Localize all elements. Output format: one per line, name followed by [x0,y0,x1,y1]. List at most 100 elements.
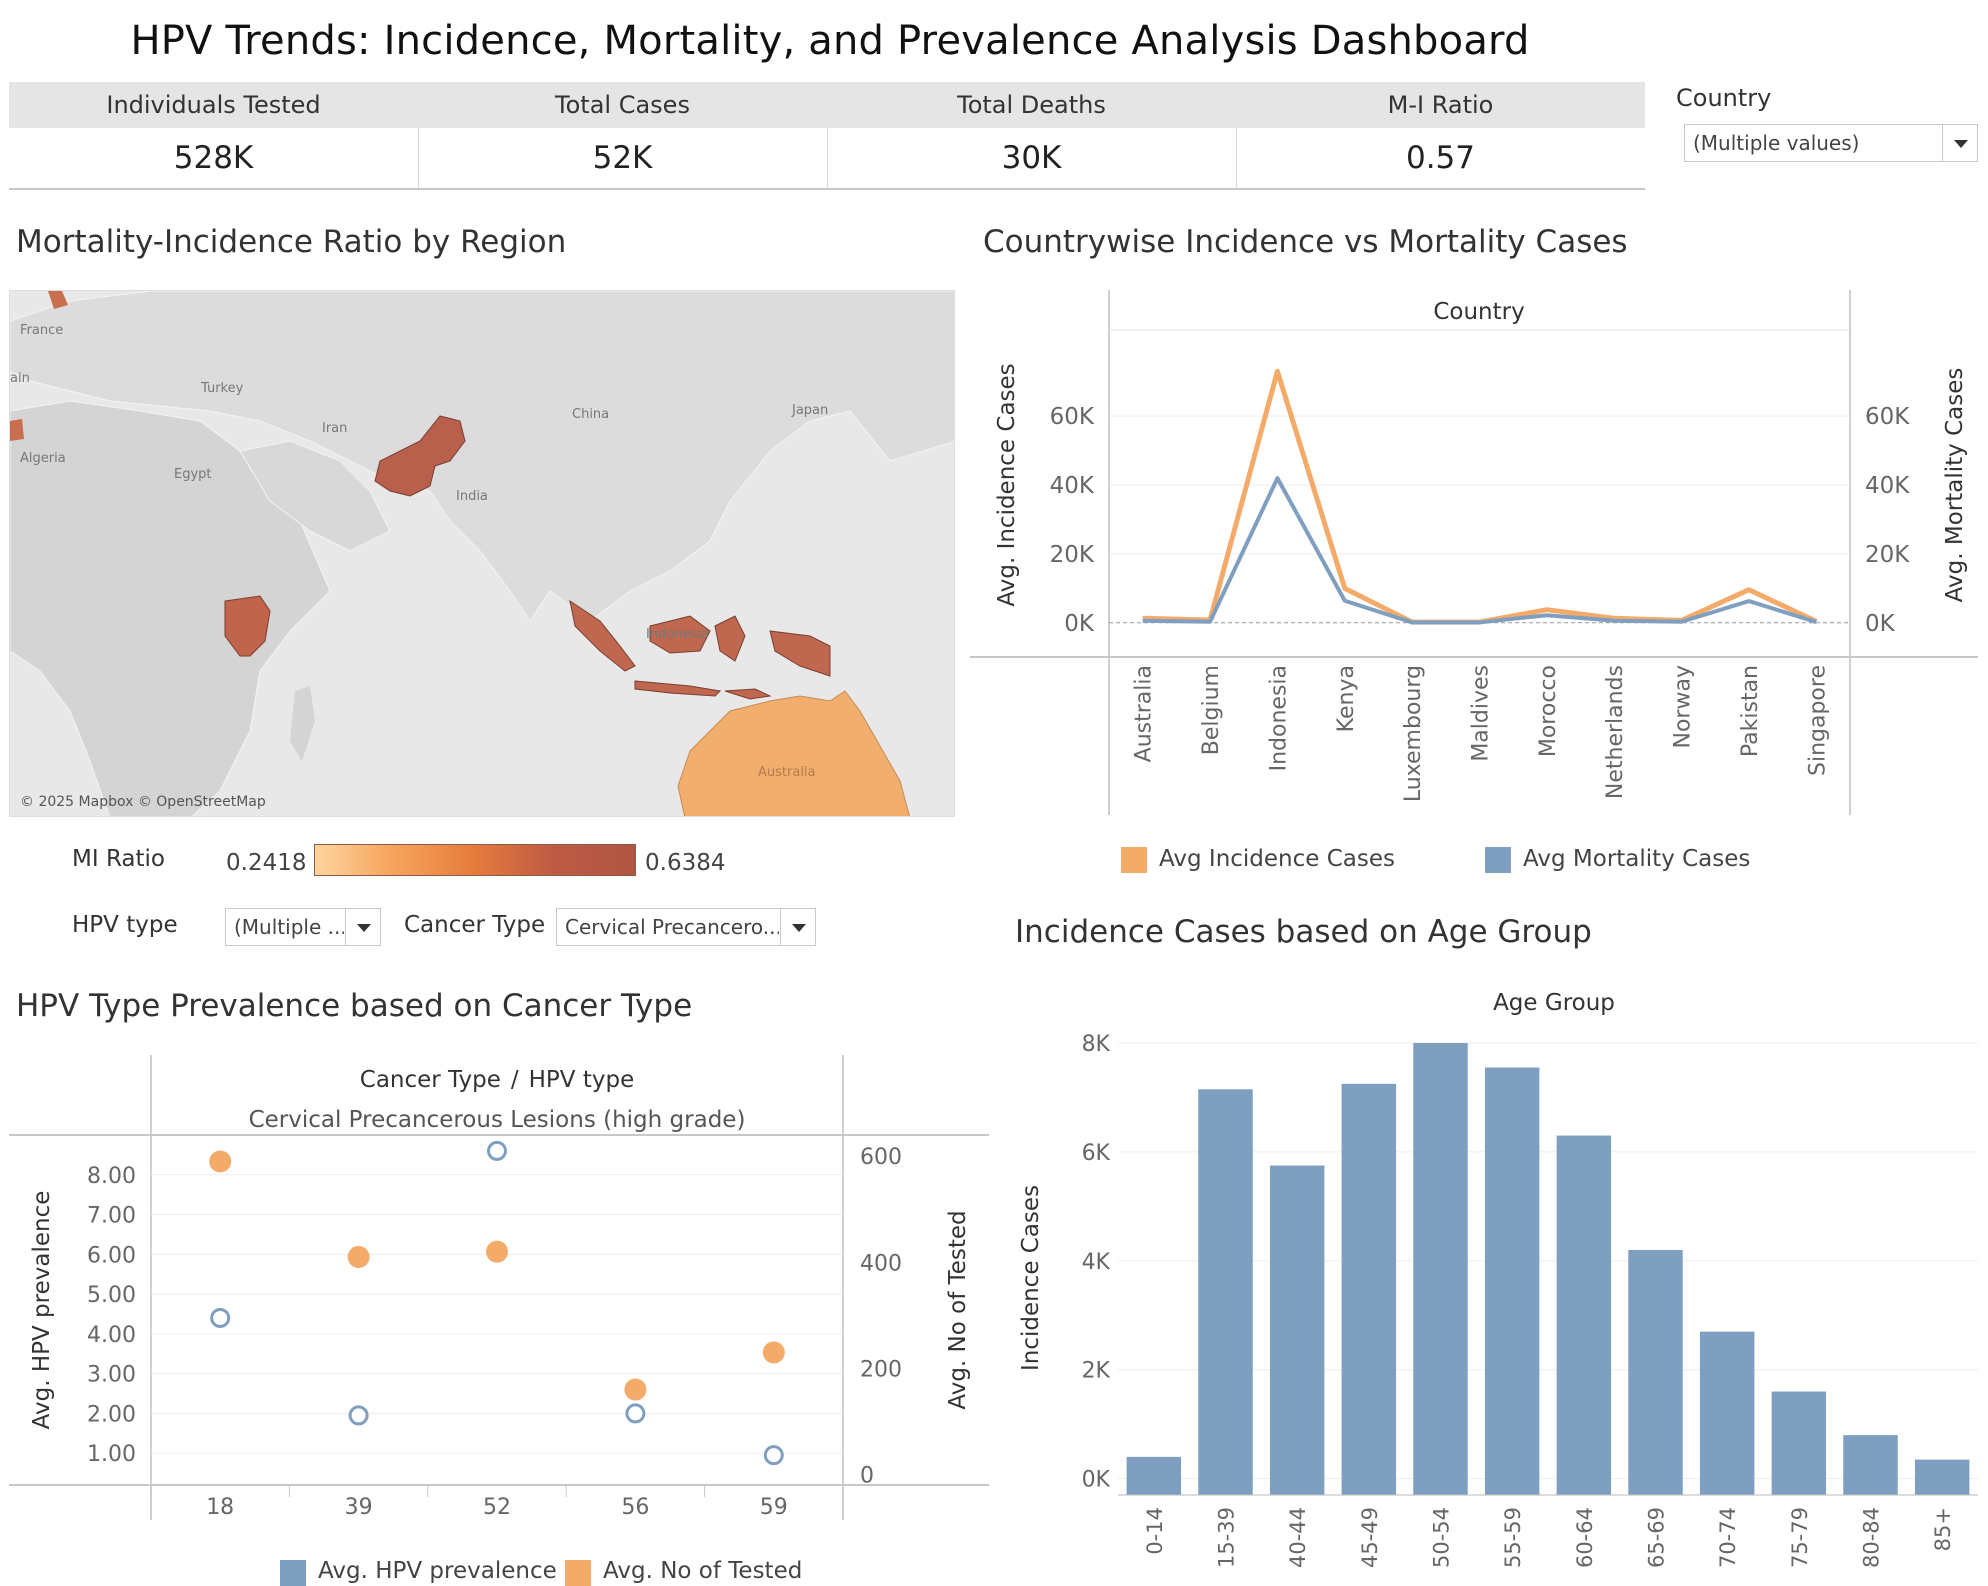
legend-label-no-tested[interactable]: Avg. No of Tested [603,1558,803,1584]
bar-65-69 [1628,1249,1683,1495]
x-tick-label: 0-14 [1143,1507,1167,1555]
x-tick-label: 39 [345,1495,373,1520]
y-tick-label-right: 20K [1865,542,1910,568]
bar-60-64 [1556,1135,1612,1495]
x-tick-label: 50-54 [1430,1507,1454,1568]
x-tick-label: 70-74 [1716,1507,1740,1568]
kpi-value: 0.57 [1405,140,1476,176]
choropleth-map[interactable]: France ain Turkey Iran China Japan Alger… [9,290,955,817]
mi-ratio-legend-title: MI Ratio [72,846,165,872]
x-tick-label: 18 [206,1495,234,1520]
chevron-down-icon [792,924,806,932]
hpv-type-filter-label: HPV type [72,912,178,938]
dropdown-button[interactable] [780,909,815,945]
marker-hpv-prevalence-52 [487,1140,507,1161]
marker-no-tested-52 [486,1240,508,1263]
kpi-table: Individuals Tested 528K Total Cases 52K … [9,82,1645,190]
map-label-france: France [20,323,64,338]
y-axis-label-left: Avg. Incidence Cases [994,363,1020,606]
y-axis-label-right: Avg. Mortality Cases [1942,368,1968,603]
map-land-madagascar [290,686,315,761]
legend-label-hpv-prevalence[interactable]: Avg. HPV prevalence [318,1558,557,1584]
marker-hpv-prevalence-39 [348,1405,369,1426]
kpi-value: 52K [592,140,653,176]
chevron-down-icon [357,924,371,932]
mi-ratio-legend-max: 0.6384 [645,850,726,876]
cancer-type-dropdown-value: Cervical Precancero... [565,915,779,939]
map-credit: © 2025 Mapbox © OpenStreetMap [20,794,266,810]
bar-50-54 [1413,1043,1468,1495]
map-label-algeria: Algeria [20,451,66,466]
y-tick-label-right: 60K [1865,404,1910,430]
y-tick-label-left: 40K [1050,473,1095,499]
map-label-australia: Australia [758,765,816,780]
x-tick-label: 45-49 [1358,1507,1382,1568]
map-label-egypt: Egypt [174,467,212,482]
kpi-total-cases: Total Cases 52K [418,82,828,188]
header-part-cancer-type: Cancer Type [360,1067,501,1093]
cancer-type-filter-label: Cancer Type [404,912,546,938]
x-tick-label: Australia [1132,665,1157,762]
y-tick-label-left: 1.00 [87,1442,136,1467]
y-tick-label-right: 0 [860,1463,874,1488]
series-line-mortality [1142,476,1817,625]
kpi-value: 528K [173,140,254,176]
hpv-type-dropdown[interactable]: (Multiple ... [225,908,381,946]
mi-ratio-legend-min: 0.2418 [226,850,307,876]
marker-no-tested-39 [347,1245,370,1268]
map-region-australia[interactable] [677,690,910,817]
map-region-europe-edge[interactable] [48,291,68,309]
legend-label-incidence[interactable]: Avg Incidence Cases [1159,846,1396,872]
marker-hpv-prevalence-56 [625,1403,646,1424]
series-line-incidence [1142,368,1818,625]
y-tick-label-right: 200 [860,1357,902,1382]
map-region-indonesia[interactable] [569,599,831,700]
y-axis-label: Incidence Cases [1018,1185,1044,1371]
kpi-label: Individuals Tested [9,82,418,128]
map-land-africa [10,400,331,816]
marker-hpv-prevalence-18 [210,1307,231,1328]
hpv-subheader: Cervical Precancerous Lesions (high grad… [249,1107,746,1133]
legend-swatch-hpv-prevalence [280,1560,306,1586]
map-label-china: China [572,407,610,422]
kpi-individuals-tested: Individuals Tested 528K [9,82,419,188]
x-tick-label: Pakistan [1738,665,1763,757]
cancer-type-dropdown[interactable]: Cervical Precancero... [556,908,816,946]
y-tick-label-right: 600 [860,1145,902,1170]
map-label-india: India [456,489,488,504]
x-tick-label: 59 [760,1495,788,1520]
y-tick-label: 4K [1082,1250,1111,1275]
country-chart-title: Countrywise Incidence vs Mortality Cases [983,224,1628,260]
y-tick-label: 8K [1082,1032,1111,1057]
map-label-turkey: Turkey [201,381,244,396]
bar-55-59 [1484,1067,1540,1495]
dropdown-button[interactable] [1942,125,1977,161]
kpi-total-deaths: Total Deaths 30K [827,82,1237,188]
legend-swatch-no-tested [565,1560,591,1586]
y-tick-label: 2K [1082,1359,1111,1384]
y-tick-label-right: 400 [860,1251,902,1276]
x-tick-label: 52 [483,1495,511,1520]
legend-label-mortality[interactable]: Avg Mortality Cases [1523,846,1751,872]
map-region-kenya[interactable] [224,595,271,657]
kpi-label: Total Deaths [827,82,1236,128]
x-tick-label: 75-79 [1788,1507,1812,1568]
age-chart-title: Incidence Cases based on Age Group [1015,914,1592,950]
map-svg [10,291,954,817]
country-line-chart: Country 0K 0K 20K 20K 40K 40K 60K 60K Avg. Incide… [970,290,1978,815]
map-region-pakistan[interactable] [374,415,466,497]
x-tick-label: 55-59 [1501,1507,1525,1568]
hpv-scatter-chart: Cancer Type / HPV type Cervical Precancerou… [9,1055,989,1520]
bar-70-74 [1699,1331,1755,1495]
map-region-iberia-edge[interactable] [10,419,24,441]
y-tick-label-left: 2.00 [87,1402,136,1427]
x-tick-label: Luxembourg [1401,665,1426,802]
bar-15-39 [1198,1089,1253,1495]
y-tick-label-left: 60K [1050,404,1095,430]
country-dropdown[interactable]: (Multiple values) [1684,124,1978,162]
x-tick-label: 65-69 [1645,1507,1669,1568]
x-tick-label: Maldives [1469,665,1494,762]
map-label-indonesia: Indonesia [646,627,709,642]
country-header: Country [1433,299,1524,325]
dropdown-button[interactable] [345,909,380,945]
